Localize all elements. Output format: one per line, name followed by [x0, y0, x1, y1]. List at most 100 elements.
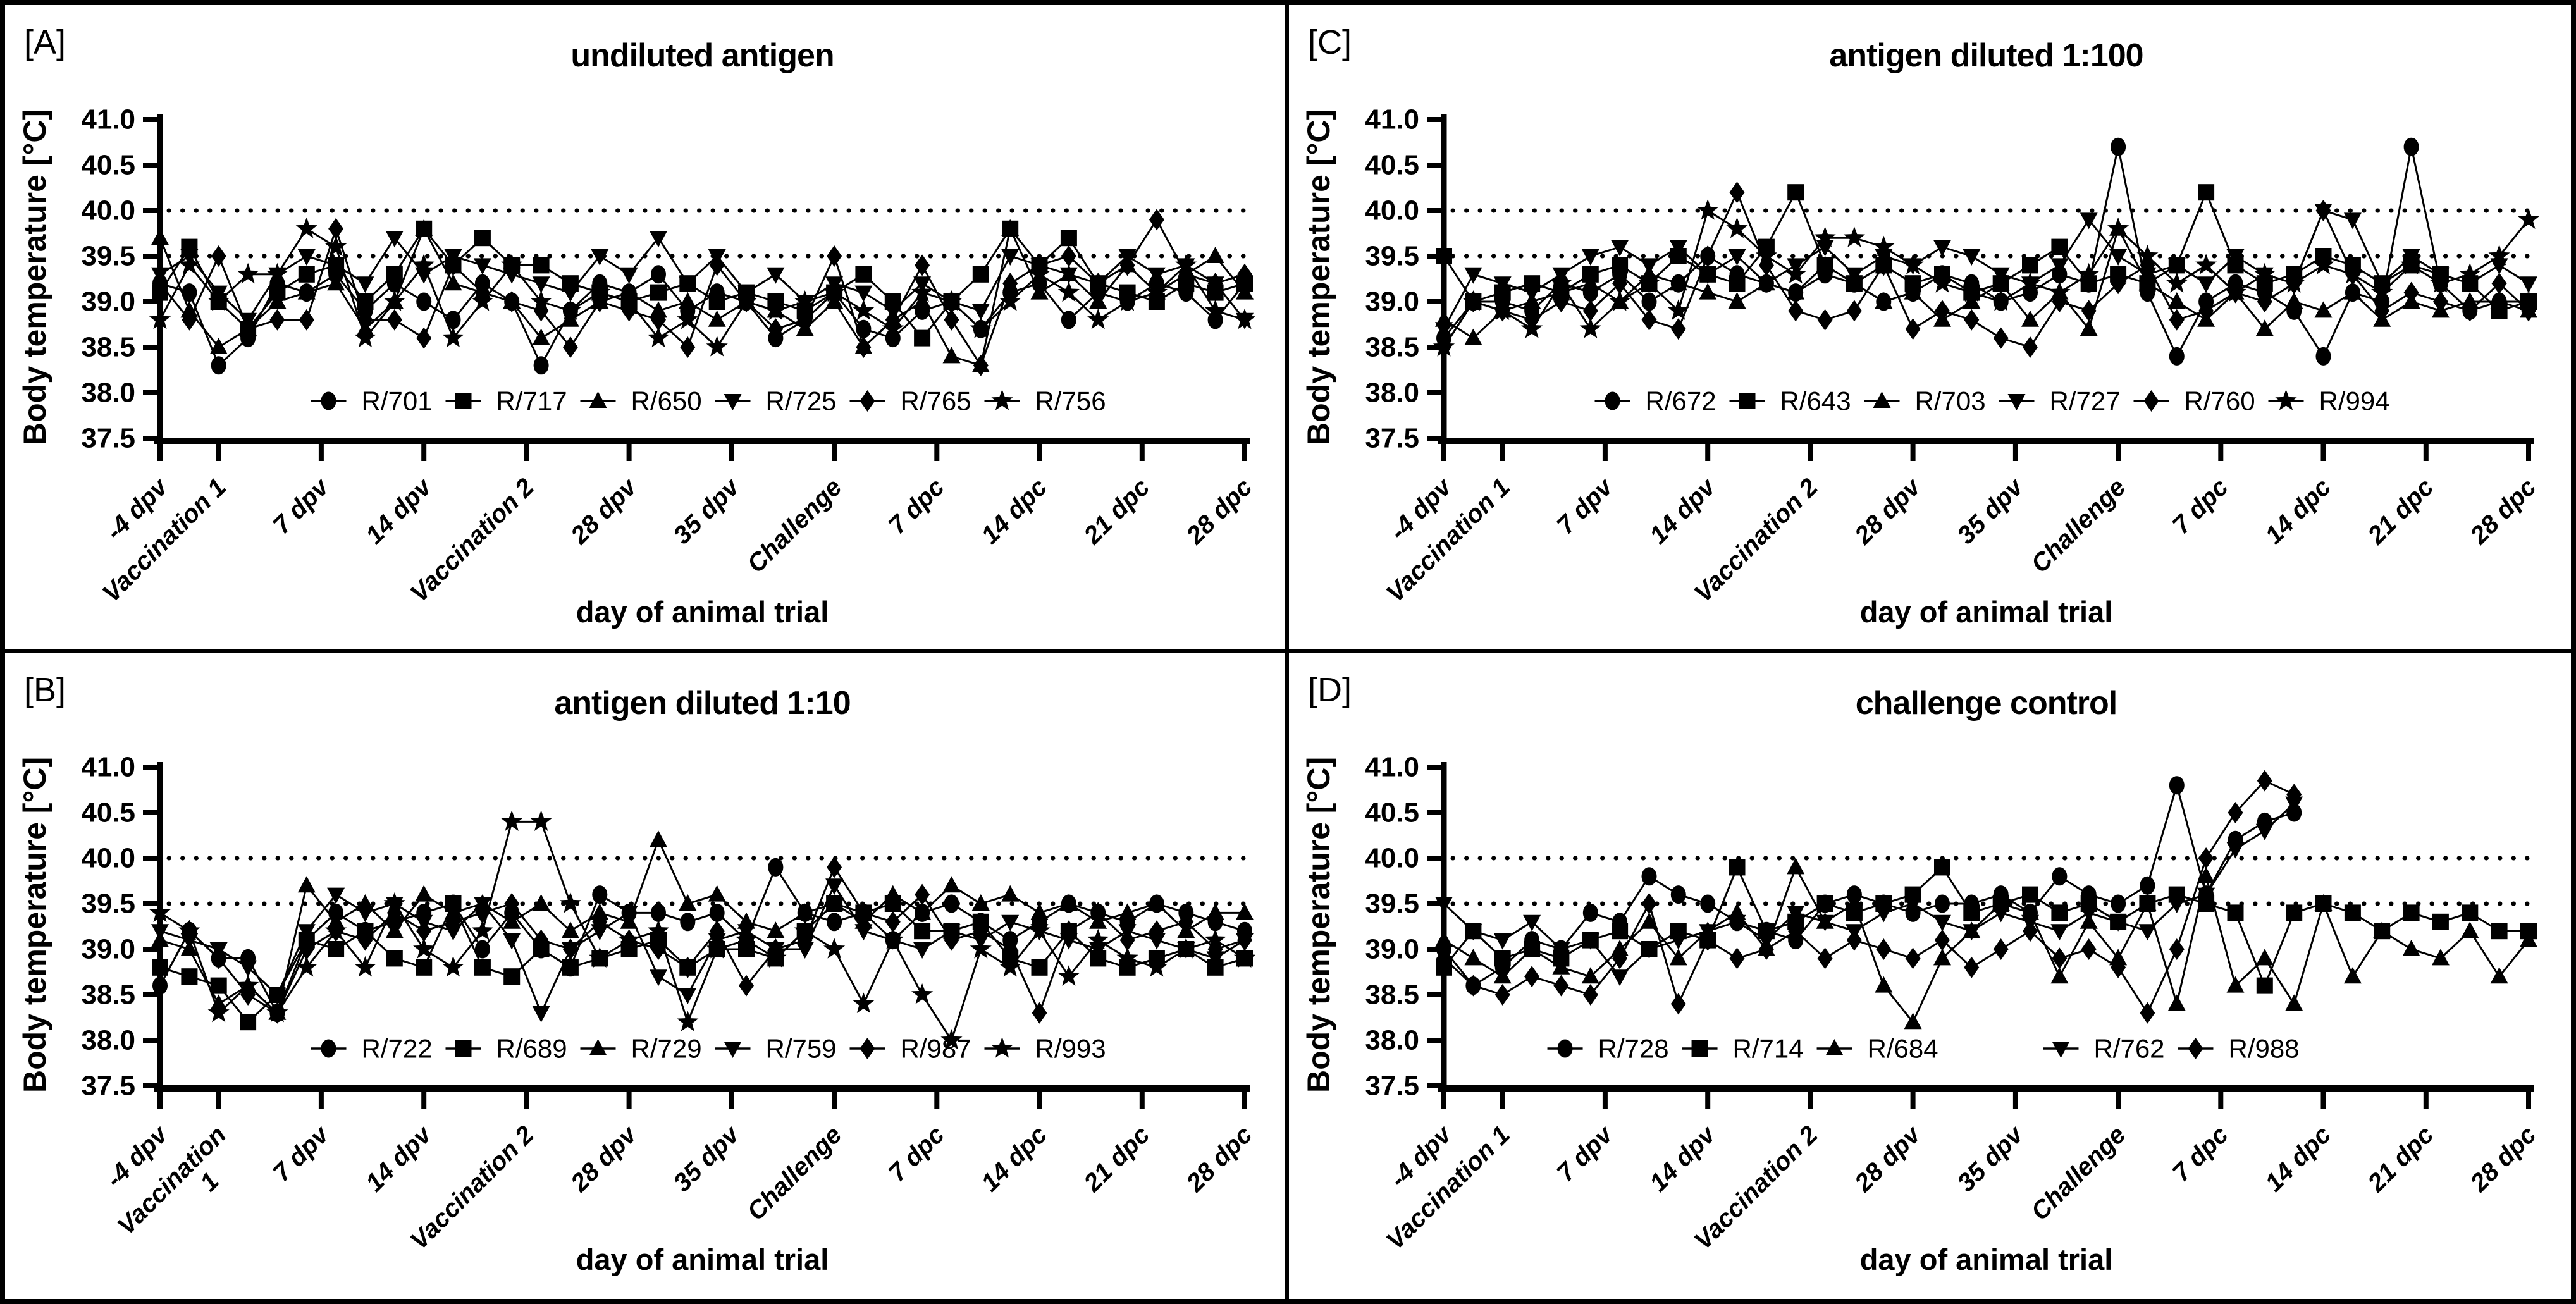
svg-text:Challenge: Challenge [2026, 1121, 2131, 1226]
svg-text:14 dpc: 14 dpc [2260, 473, 2336, 550]
svg-text:7 dpv: 7 dpv [1551, 1119, 1619, 1187]
svg-text:7 dpv: 7 dpv [268, 1119, 335, 1187]
svg-text:41.0: 41.0 [81, 104, 135, 135]
svg-text:38.0: 38.0 [1365, 378, 1419, 409]
svg-text:39.5: 39.5 [81, 241, 135, 272]
panel-B-antigen-diluted-1-10: [B] antigen diluted 1:10 Body temperatur… [5, 653, 1285, 1299]
svg-text:R/729: R/729 [631, 1034, 702, 1064]
x-axis-label: day of animal trial [576, 1243, 829, 1276]
svg-text:39.5: 39.5 [1365, 241, 1419, 272]
svg-text:28 dpv: 28 dpv [1849, 472, 1927, 550]
svg-text:39.0: 39.0 [1365, 934, 1419, 965]
svg-text:38.0: 38.0 [1365, 1025, 1419, 1056]
svg-text:14 dpv: 14 dpv [1644, 1119, 1722, 1197]
panel-C-antigen-diluted-1-100: [C] antigen diluted 1:100 Body temperatu… [1289, 5, 2571, 649]
svg-text:R/672: R/672 [1646, 386, 1716, 416]
panel-title: challenge control [1855, 685, 2118, 722]
panel-title: undiluted antigen [570, 37, 834, 74]
svg-text:37.5: 37.5 [1365, 423, 1419, 454]
panel-label: [A] [24, 23, 66, 61]
svg-text:21 dpc: 21 dpc [2362, 1121, 2439, 1197]
svg-text:40.0: 40.0 [81, 195, 135, 226]
svg-text:28 dpc: 28 dpc [2465, 473, 2541, 550]
svg-text:R/717: R/717 [496, 386, 567, 416]
svg-text:21 dpc: 21 dpc [1078, 1121, 1155, 1197]
svg-text:14 dpv: 14 dpv [361, 472, 438, 550]
panel-label: [B] [24, 671, 66, 709]
svg-text:R/765: R/765 [901, 386, 971, 416]
panel-A-undiluted-antigen: [A] undiluted antigen Body temperature [… [5, 5, 1285, 649]
svg-text:7 dpc: 7 dpc [2167, 473, 2234, 539]
svg-text:R/701: R/701 [362, 386, 433, 416]
svg-text:R/993: R/993 [1035, 1034, 1106, 1064]
svg-text:Challenge: Challenge [742, 473, 847, 578]
svg-text:R/728: R/728 [1598, 1034, 1669, 1064]
panel-divider-horizontal [5, 649, 2571, 653]
svg-text:35 dpv: 35 dpv [669, 472, 746, 550]
svg-text:39.0: 39.0 [1365, 286, 1419, 317]
svg-text:14 dpv: 14 dpv [361, 1119, 438, 1197]
svg-text:R/714: R/714 [1733, 1034, 1804, 1064]
svg-text:14 dpv: 14 dpv [1644, 472, 1722, 550]
svg-text:40.5: 40.5 [81, 797, 135, 828]
svg-text:R/994: R/994 [2319, 386, 2390, 416]
svg-text:14 dpc: 14 dpc [976, 1121, 1052, 1197]
svg-text:7 dpv: 7 dpv [1551, 472, 1619, 539]
svg-text:7 dpc: 7 dpc [2167, 1121, 2234, 1187]
panel-B-chart: 37.538.038.539.039.540.040.541.0-4 dpvVa… [81, 752, 1257, 1255]
svg-text:40.0: 40.0 [1365, 843, 1419, 874]
svg-text:40.5: 40.5 [1365, 150, 1419, 181]
svg-text:R/684: R/684 [1868, 1034, 1938, 1064]
svg-text:14 dpc: 14 dpc [976, 473, 1052, 550]
panel-label: [C] [1308, 23, 1352, 61]
svg-text:28 dpv: 28 dpv [565, 1119, 643, 1197]
svg-text:R/759: R/759 [766, 1034, 837, 1064]
svg-text:38.0: 38.0 [81, 378, 135, 409]
panel-D-challenge-control: [D] challenge control Body temperature [… [1289, 653, 2571, 1299]
svg-text:28 dpc: 28 dpc [1181, 473, 1257, 550]
svg-text:38.5: 38.5 [1365, 980, 1419, 1011]
svg-text:40.0: 40.0 [1365, 195, 1419, 226]
svg-text:37.5: 37.5 [81, 423, 135, 454]
svg-text:R/722: R/722 [362, 1034, 433, 1064]
svg-text:R/987: R/987 [901, 1034, 971, 1064]
panel-label: [D] [1308, 671, 1352, 709]
svg-text:R/762: R/762 [2093, 1034, 2164, 1064]
panel-title: antigen diluted 1:10 [554, 685, 851, 722]
svg-text:Challenge: Challenge [742, 1121, 847, 1226]
x-axis-label: day of animal trial [1859, 595, 2113, 629]
svg-text:39.5: 39.5 [81, 889, 135, 920]
svg-text:28 dpc: 28 dpc [1181, 1121, 1257, 1197]
svg-text:28 dpc: 28 dpc [2465, 1121, 2541, 1197]
svg-text:39.0: 39.0 [81, 934, 135, 965]
svg-text:7 dpc: 7 dpc [884, 473, 950, 539]
svg-text:35 dpv: 35 dpv [1952, 472, 2030, 550]
svg-text:41.0: 41.0 [81, 752, 135, 783]
svg-text:38.0: 38.0 [81, 1025, 135, 1056]
svg-text:37.5: 37.5 [1365, 1071, 1419, 1102]
svg-text:14 dpc: 14 dpc [2260, 1121, 2336, 1197]
svg-text:35 dpv: 35 dpv [669, 1119, 746, 1197]
svg-text:40.0: 40.0 [81, 843, 135, 874]
svg-text:R/727: R/727 [2050, 386, 2121, 416]
svg-text:Challenge: Challenge [2026, 473, 2131, 578]
panel-title: antigen diluted 1:100 [1829, 37, 2143, 74]
svg-text:7 dpc: 7 dpc [884, 1121, 950, 1187]
svg-text:R/703: R/703 [1915, 386, 1986, 416]
svg-text:7 dpv: 7 dpv [268, 472, 335, 539]
svg-text:R/760: R/760 [2185, 386, 2255, 416]
svg-text:35 dpv: 35 dpv [1952, 1119, 2030, 1197]
panel-C-chart: 37.538.038.539.039.540.040.541.0-4 dpvVa… [1365, 104, 2541, 608]
svg-text:28 dpv: 28 dpv [565, 472, 643, 550]
svg-text:41.0: 41.0 [1365, 752, 1419, 783]
svg-text:28 dpv: 28 dpv [1849, 1119, 1927, 1197]
svg-text:40.5: 40.5 [81, 150, 135, 181]
x-axis-label: day of animal trial [1859, 1243, 2113, 1276]
svg-text:38.5: 38.5 [81, 980, 135, 1011]
svg-text:39.0: 39.0 [81, 286, 135, 317]
svg-text:R/756: R/756 [1035, 386, 1106, 416]
x-axis-label: day of animal trial [576, 595, 829, 629]
panel-D-chart: 37.538.038.539.039.540.040.541.0-4 dpvVa… [1365, 752, 2541, 1255]
svg-text:R/643: R/643 [1780, 386, 1851, 416]
